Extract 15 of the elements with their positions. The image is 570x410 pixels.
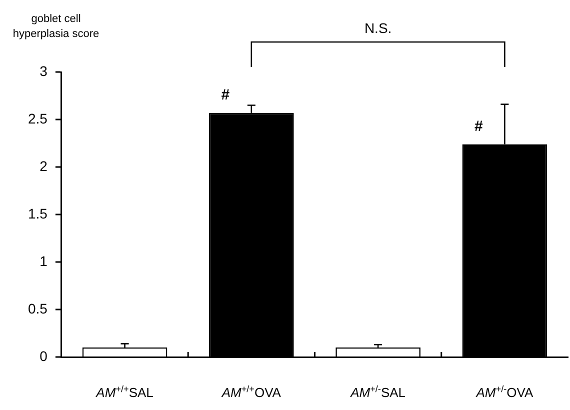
y-axis-title: goblet cell hyperplasia score [12,13,100,40]
y-tick-label: 0 [40,348,48,364]
y-tick-label: 2 [40,158,48,174]
x-tick-label: AM+/-OVA [475,384,534,400]
y-tick-label: 3 [40,62,48,79]
x-tick-label: AM+/+SAL [95,384,154,400]
data-label: # [474,118,484,135]
y-tick-label: 1.5 [28,205,48,222]
text: N.S. [364,20,392,36]
y-tick-label: 1 [40,252,48,269]
data-label: # [221,86,230,104]
x-tick-label: AM+/+OVA [220,384,282,400]
x-tick-label: AM+/-SAL [350,384,406,400]
y-tick-label: 2.5 [28,110,48,126]
y-tick-label: 0.5 [28,300,48,316]
